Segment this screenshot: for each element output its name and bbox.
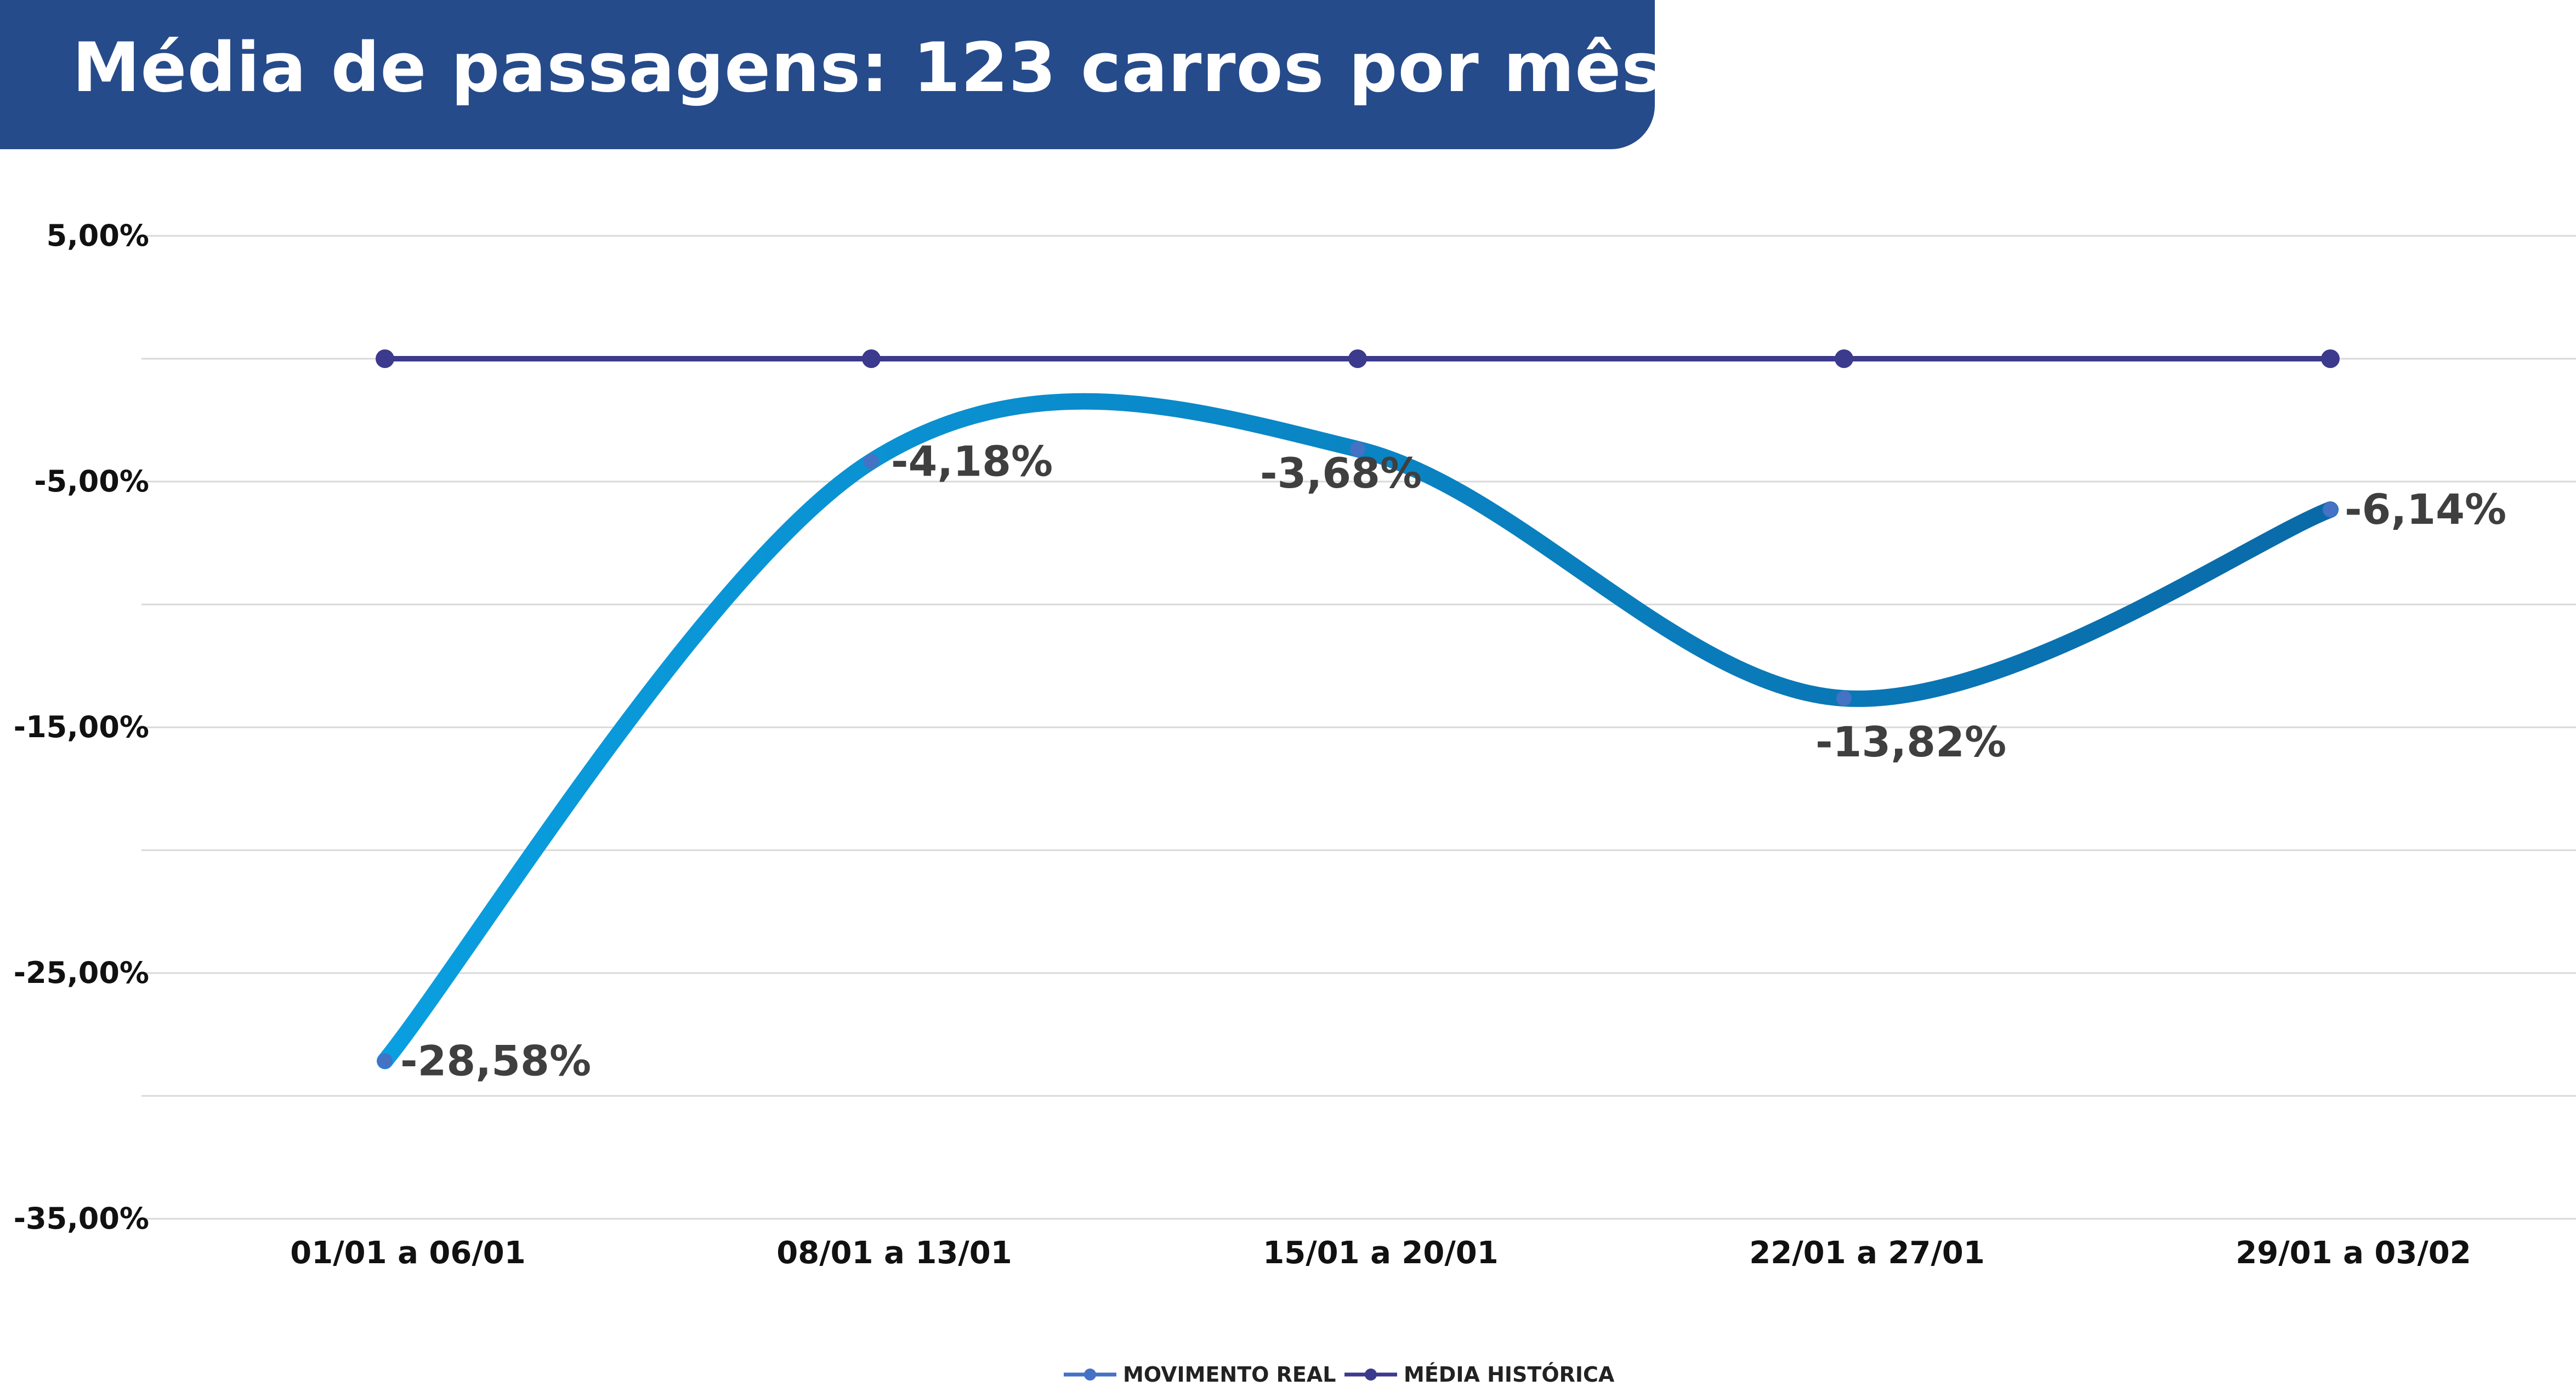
x-tick-label: 08/01 a 13/01	[776, 1235, 1012, 1271]
legend-label: MOVIMENTO REAL	[1123, 1362, 1336, 1387]
historical-average-marker	[862, 349, 881, 368]
historical-average-marker	[1835, 349, 1853, 368]
legend-swatch-marker	[1365, 1369, 1377, 1381]
chart-title: Média de passagens: 123 carros por mês	[72, 29, 1663, 108]
legend-swatch-marker	[1084, 1369, 1096, 1381]
real-movement-marker	[2323, 502, 2338, 518]
y-tick-label: 5,00%	[47, 218, 149, 253]
x-tick-label: 15/01 a 20/01	[1263, 1235, 1498, 1271]
historical-average-marker	[1348, 349, 1367, 368]
x-tick-label: 01/01 a 06/01	[290, 1235, 525, 1271]
y-tick-label: -15,00%	[14, 710, 149, 744]
real-movement-marker	[1836, 691, 1852, 706]
historical-average-marker	[376, 349, 394, 368]
historical-average-marker	[2321, 349, 2340, 368]
series-lines	[376, 349, 2340, 1070]
y-axis-ticks: 5,00% -5,00% -15,00% -25,00% -35,00%	[14, 218, 149, 1236]
data-label: -4,18%	[891, 437, 1053, 485]
x-tick-label: 29/01 a 03/02	[2235, 1235, 2471, 1271]
x-axis-ticks: 01/01 a 06/01 08/01 a 13/01 15/01 a 20/01 2…	[290, 1235, 2471, 1271]
y-tick-label: -25,00%	[14, 955, 149, 990]
data-label: -28,58%	[400, 1036, 591, 1085]
legend: MOVIMENTO REAL MÉDIA HISTÓRICA	[1064, 1362, 1615, 1387]
data-label: -3,68%	[1260, 449, 1422, 497]
title-banner: Média de passagens: 123 carros por mês	[0, 0, 1662, 149]
real-movement-marker	[1350, 441, 1365, 457]
real-movement-line	[377, 393, 2339, 1070]
real-movement-marker	[864, 454, 879, 470]
legend-label: MÉDIA HISTÓRICA	[1404, 1362, 1615, 1387]
grid-lines	[141, 235, 2576, 1220]
real-movement-marker	[377, 1053, 393, 1069]
data-label: -13,82%	[1815, 717, 2006, 766]
y-tick-label: -5,00%	[34, 464, 149, 499]
data-label: -6,14%	[2345, 485, 2506, 534]
x-tick-label: 22/01 a 27/01	[1749, 1235, 1984, 1271]
y-tick-label: -35,00%	[14, 1201, 149, 1236]
data-labels: -28,58% -4,18% -3,68% -13,82% -6,14%	[400, 437, 2506, 1085]
